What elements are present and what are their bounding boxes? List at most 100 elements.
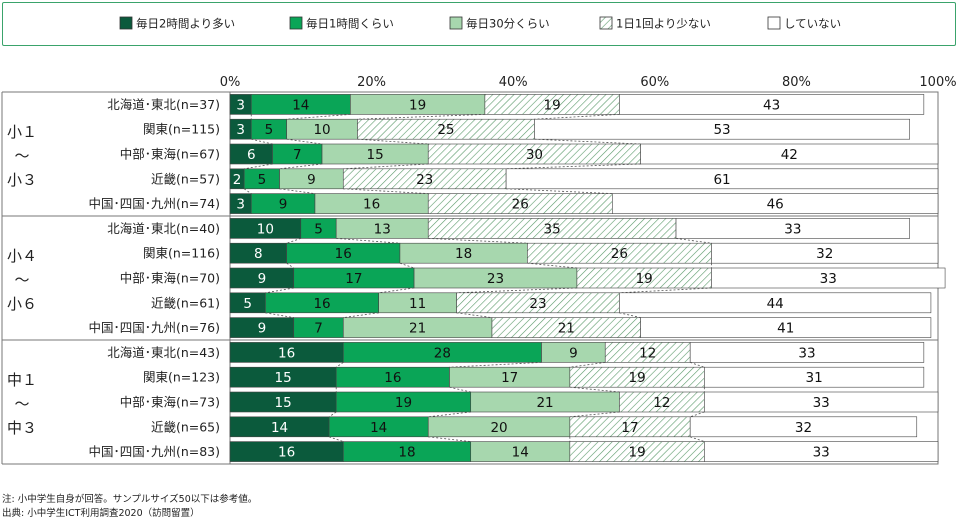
connector-line bbox=[286, 238, 301, 244]
data-label: 9 bbox=[258, 321, 267, 337]
row-label: 中部･東海(n=67) bbox=[120, 147, 220, 162]
x-tick-label: 20% bbox=[357, 75, 386, 90]
connector-line bbox=[279, 188, 316, 194]
connector-line bbox=[244, 163, 273, 170]
connector-line bbox=[569, 386, 620, 393]
bar-segment bbox=[704, 366, 925, 388]
data-label: 19 bbox=[544, 97, 561, 113]
data-label: 42 bbox=[781, 147, 798, 163]
legend-label: 毎日2時間より多い bbox=[136, 17, 235, 31]
connector-line bbox=[286, 114, 351, 120]
connector-line bbox=[449, 362, 542, 368]
connector-line bbox=[619, 312, 641, 318]
legend-swatch bbox=[449, 16, 463, 30]
data-label: 18 bbox=[455, 246, 472, 262]
data-label: 33 bbox=[820, 271, 837, 287]
connector-line bbox=[343, 163, 429, 170]
data-label: 15 bbox=[275, 370, 292, 386]
connector-line bbox=[243, 188, 252, 194]
row-label: 北海道･東北(n=43) bbox=[107, 345, 220, 360]
bar-segment bbox=[619, 292, 932, 314]
bar-segment bbox=[711, 242, 939, 264]
connector-line bbox=[690, 411, 705, 418]
data-label: 19 bbox=[636, 271, 653, 287]
data-label: 19 bbox=[409, 97, 426, 113]
data-label: 46 bbox=[767, 197, 784, 213]
data-label: 33 bbox=[784, 221, 801, 237]
row-label: 中部･東海(n=73) bbox=[120, 395, 220, 410]
bar-segment bbox=[689, 342, 925, 363]
data-label: 17 bbox=[345, 271, 362, 287]
row-label: 中部･東海(n=70) bbox=[120, 271, 220, 286]
data-label: 16 bbox=[335, 246, 352, 262]
data-label: 19 bbox=[629, 445, 646, 461]
connector-line bbox=[265, 287, 294, 294]
connector-line bbox=[286, 262, 294, 269]
data-label: 9 bbox=[569, 345, 578, 361]
data-label: 32 bbox=[816, 246, 833, 262]
connector-line bbox=[335, 362, 344, 368]
data-label: 19 bbox=[395, 395, 412, 411]
data-label: 21 bbox=[409, 321, 426, 337]
data-label: 15 bbox=[367, 147, 384, 163]
data-label: 23 bbox=[529, 296, 546, 312]
connector-line bbox=[569, 411, 620, 418]
connector-line bbox=[527, 262, 577, 269]
bar-segment bbox=[619, 94, 925, 115]
group-label: 小４〜小６ bbox=[7, 247, 37, 313]
bar-segment bbox=[505, 168, 939, 190]
data-label: 33 bbox=[813, 395, 830, 411]
bar-segment bbox=[711, 267, 946, 289]
connector-line bbox=[690, 362, 705, 368]
connector-line bbox=[569, 362, 606, 368]
row-label: 近畿(n=65) bbox=[151, 419, 220, 434]
connector-line bbox=[279, 163, 323, 170]
connector-line bbox=[449, 386, 471, 393]
connector-line bbox=[328, 411, 337, 418]
stacked-bar-chart: 毎日2時間より多い 毎日1時間くらい 毎日30分くらい 1日1回より少ない していない … bbox=[1, 16, 957, 465]
data-label: 61 bbox=[713, 172, 730, 188]
row-label: 近畿(n=61) bbox=[151, 295, 220, 310]
row-label: 北海道･東北(n=40) bbox=[107, 221, 220, 236]
x-tick-label: 0% bbox=[220, 75, 241, 90]
group-label: 中１〜中３ bbox=[7, 371, 37, 437]
data-label: 2 bbox=[233, 172, 242, 188]
connector-line bbox=[428, 436, 471, 442]
connector-line bbox=[456, 312, 493, 318]
data-label: 14 bbox=[292, 97, 309, 113]
row-label: 中国･四国･九州(n=74) bbox=[88, 196, 220, 211]
note-text: 注: 小中学生自身が回答。サンプルサイズ50以下は参考値。 bbox=[2, 494, 258, 505]
data-label: 6 bbox=[247, 147, 256, 163]
legend-label: 毎日1時間くらい bbox=[306, 17, 394, 31]
connector-line bbox=[675, 238, 712, 244]
connector-line bbox=[265, 312, 294, 318]
row-label: 関東(n=115) bbox=[143, 122, 220, 137]
bar-segment bbox=[612, 193, 939, 214]
data-label: 16 bbox=[278, 445, 295, 461]
legend-frame bbox=[2, 2, 956, 46]
data-label: 23 bbox=[487, 271, 504, 287]
data-label: 13 bbox=[374, 221, 391, 237]
data-label: 14 bbox=[271, 420, 288, 436]
connector-line bbox=[357, 114, 485, 120]
connector-line bbox=[343, 188, 429, 194]
data-label: 10 bbox=[313, 122, 330, 138]
data-label: 5 bbox=[243, 296, 252, 312]
connector-line bbox=[534, 138, 641, 145]
data-label: 16 bbox=[278, 345, 295, 361]
data-label: 9 bbox=[307, 172, 316, 188]
legend-swatch bbox=[599, 16, 613, 30]
data-label: 30 bbox=[526, 147, 543, 163]
data-label: 17 bbox=[621, 420, 638, 436]
x-tick-label: 60% bbox=[640, 75, 669, 90]
bar-segment bbox=[640, 317, 932, 338]
data-label: 11 bbox=[409, 296, 426, 312]
connector-line bbox=[506, 188, 613, 194]
data-label: 25 bbox=[437, 122, 454, 138]
data-label: 15 bbox=[275, 395, 292, 411]
row-label: 中国･四国･九州(n=83) bbox=[88, 444, 220, 459]
connector-line bbox=[286, 138, 323, 145]
bar-segment bbox=[689, 416, 918, 438]
bar-segment bbox=[704, 441, 939, 462]
